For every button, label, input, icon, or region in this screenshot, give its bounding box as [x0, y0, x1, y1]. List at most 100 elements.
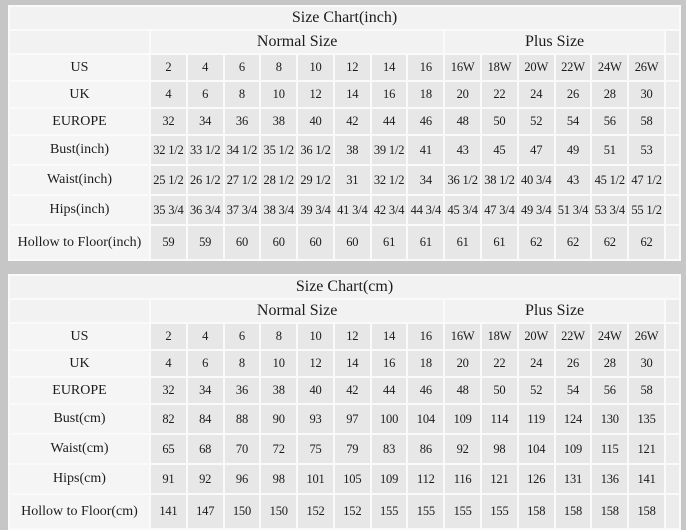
row-label: Hips(inch) — [10, 196, 149, 224]
size-value-cell: 20W — [518, 55, 554, 80]
size-value-cell: 35 1/2 — [261, 136, 297, 164]
table-row: US 2 4 6 8 10 12 14 16 16W 18W 20W 22W 24W 26W — [10, 55, 679, 80]
size-value-cell: 56 — [592, 109, 628, 134]
size-value-cell: 150 — [261, 495, 297, 528]
size-value-cell: 47 — [518, 136, 554, 164]
size-value-cell: 79 — [334, 435, 370, 463]
corner-cell — [10, 300, 149, 322]
size-value-cell: 34 1/2 — [224, 136, 260, 164]
size-value-cell: 42 — [334, 378, 370, 403]
size-value-cell: 16 — [408, 324, 444, 349]
size-value-cell: 60 — [224, 226, 260, 259]
size-value-cell: 38 — [261, 378, 297, 403]
size-value-cell: 158 — [555, 495, 591, 528]
size-value-cell: 14 — [371, 324, 407, 349]
size-value-cell: 10 — [261, 351, 297, 376]
filler-cell — [665, 136, 679, 164]
row-label: Hollow to Floor(cm) — [10, 495, 149, 528]
size-value-cell: 14 — [334, 82, 370, 107]
size-value-cell: 34 — [408, 166, 444, 194]
size-value-cell: 131 — [555, 465, 591, 493]
size-value-cell: 22 — [482, 82, 517, 107]
row-label: Bust(cm) — [10, 405, 149, 433]
size-value-cell: 4 — [187, 324, 223, 349]
size-value-cell: 28 — [592, 351, 628, 376]
filler-cell — [665, 55, 679, 80]
size-chart-table: Size Chart(inch) Normal Size Plus Size US 2 4… — [8, 5, 681, 261]
size-value-cell: 39 3/4 — [298, 196, 333, 224]
row-label: US — [10, 55, 149, 80]
row-label: Hollow to Floor(inch) — [10, 226, 149, 259]
size-value-cell: 59 — [151, 226, 186, 259]
row-label: EUROPE — [10, 378, 149, 403]
size-value-cell: 115 — [592, 435, 628, 463]
filler-cell — [665, 109, 679, 134]
size-value-cell: 35 3/4 — [151, 196, 186, 224]
size-value-cell: 97 — [334, 405, 370, 433]
size-value-cell: 51 — [592, 136, 628, 164]
size-value-cell: 8 — [224, 351, 260, 376]
size-value-cell: 119 — [518, 405, 554, 433]
size-value-cell: 6 — [224, 324, 260, 349]
filler-cell — [665, 495, 679, 528]
size-value-cell: 24 — [518, 82, 554, 107]
size-value-cell: 32 — [151, 378, 186, 403]
size-value-cell: 96 — [224, 465, 260, 493]
size-value-cell: 101 — [298, 465, 333, 493]
size-value-cell: 116 — [445, 465, 481, 493]
size-value-cell: 54 — [555, 109, 591, 134]
size-value-cell: 47 1/2 — [629, 166, 664, 194]
size-value-cell: 84 — [187, 405, 223, 433]
table-row: Bust(cm) 82 84 88 90 93 97 100 104 109 114 119 124 13… — [10, 405, 679, 433]
size-value-cell: 28 1/2 — [261, 166, 297, 194]
size-value-cell: 4 — [187, 55, 223, 80]
size-value-cell: 155 — [408, 495, 444, 528]
size-value-cell: 16 — [408, 55, 444, 80]
size-value-cell: 121 — [482, 465, 517, 493]
size-value-cell: 31 — [334, 166, 370, 194]
size-value-cell: 24W — [592, 55, 628, 80]
size-value-cell: 98 — [261, 465, 297, 493]
size-chart-inch-section: Size Chart(inch) Normal Size Plus Size US 2 4… — [8, 5, 681, 261]
size-value-cell: 8 — [261, 55, 297, 80]
size-value-cell: 10 — [261, 82, 297, 107]
size-value-cell: 124 — [555, 405, 591, 433]
size-value-cell: 158 — [518, 495, 554, 528]
row-label: EUROPE — [10, 109, 149, 134]
size-value-cell: 38 1/2 — [482, 166, 517, 194]
size-value-cell: 92 — [187, 465, 223, 493]
size-value-cell: 62 — [629, 226, 664, 259]
size-value-cell: 44 — [371, 378, 407, 403]
row-label: Waist(cm) — [10, 435, 149, 463]
size-value-cell: 12 — [298, 351, 333, 376]
filler-cell — [665, 378, 679, 403]
size-value-cell: 105 — [334, 465, 370, 493]
size-value-cell: 158 — [629, 495, 664, 528]
size-value-cell: 155 — [371, 495, 407, 528]
size-value-cell: 82 — [151, 405, 186, 433]
size-value-cell: 22W — [555, 55, 591, 80]
size-value-cell: 8 — [224, 82, 260, 107]
size-value-cell: 4 — [151, 82, 186, 107]
column-group-header: Plus Size — [445, 31, 664, 53]
size-value-cell: 48 — [445, 109, 481, 134]
table-row: Hips(cm) 91 92 96 98 101 105 109 112 116 121 126 131… — [10, 465, 679, 493]
size-value-cell: 45 — [482, 136, 517, 164]
table-row: UK 4 6 8 10 12 14 16 18 20 22 24 26 28 30 — [10, 351, 679, 376]
size-value-cell: 12 — [334, 55, 370, 80]
filler-cell — [665, 435, 679, 463]
size-value-cell: 36 1/2 — [445, 166, 481, 194]
size-value-cell: 58 — [629, 378, 664, 403]
filler-cell — [665, 465, 679, 493]
size-value-cell: 20 — [445, 351, 481, 376]
size-value-cell: 16 — [371, 82, 407, 107]
size-value-cell: 18 — [408, 82, 444, 107]
size-value-cell: 29 1/2 — [298, 166, 333, 194]
size-value-cell: 34 — [187, 109, 223, 134]
size-value-cell: 30 — [629, 82, 664, 107]
size-value-cell: 6 — [224, 55, 260, 80]
size-value-cell: 27 1/2 — [224, 166, 260, 194]
table-row: Hollow to Floor(inch) 59 59 60 60 60 60 61 61 61 6… — [10, 226, 679, 259]
filler-cell — [665, 31, 679, 53]
size-value-cell: 92 — [445, 435, 481, 463]
